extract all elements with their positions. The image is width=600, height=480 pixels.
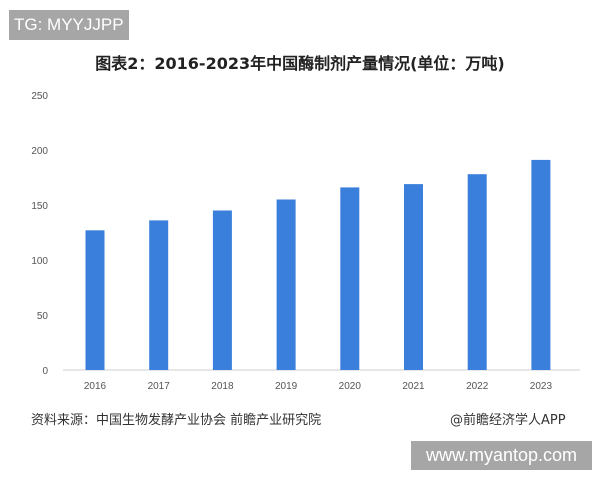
bar-2016 bbox=[85, 230, 105, 370]
x-tick-label: 2018 bbox=[211, 381, 234, 392]
watermark-site: www.myantop.com bbox=[411, 441, 592, 470]
bar-2018 bbox=[212, 210, 232, 370]
x-tick-label: 2020 bbox=[339, 381, 362, 392]
y-tick-label: 0 bbox=[42, 366, 48, 377]
y-tick-label: 50 bbox=[37, 311, 49, 322]
source-note: 资料来源：中国生物发酵产业协会 前瞻产业研究院 bbox=[31, 413, 322, 428]
chart-title: 图表2：2016-2023年中国酶制剂产量情况(单位：万吨) bbox=[95, 54, 505, 73]
x-tick-label: 2021 bbox=[402, 381, 425, 392]
bar-2020 bbox=[340, 187, 360, 370]
x-tick-label: 2017 bbox=[148, 381, 171, 392]
x-tick-label: 2023 bbox=[530, 381, 553, 392]
bar-2023 bbox=[531, 159, 551, 370]
y-tick-label: 250 bbox=[31, 91, 48, 102]
y-tick-label: 200 bbox=[31, 146, 48, 157]
bar-2019 bbox=[276, 199, 296, 370]
watermark-tg: TG: MYYJJPP bbox=[9, 10, 129, 40]
bar-2021 bbox=[404, 184, 423, 370]
credit-note: @前瞻经济学人APP bbox=[450, 413, 566, 428]
y-tick-label: 100 bbox=[31, 256, 48, 267]
bar-2017 bbox=[149, 220, 169, 370]
bar-2022 bbox=[467, 174, 487, 370]
x-tick-label: 2019 bbox=[275, 381, 298, 392]
x-tick-label: 2022 bbox=[466, 381, 489, 392]
y-tick-label: 150 bbox=[31, 201, 48, 212]
x-tick-label: 2016 bbox=[84, 381, 107, 392]
